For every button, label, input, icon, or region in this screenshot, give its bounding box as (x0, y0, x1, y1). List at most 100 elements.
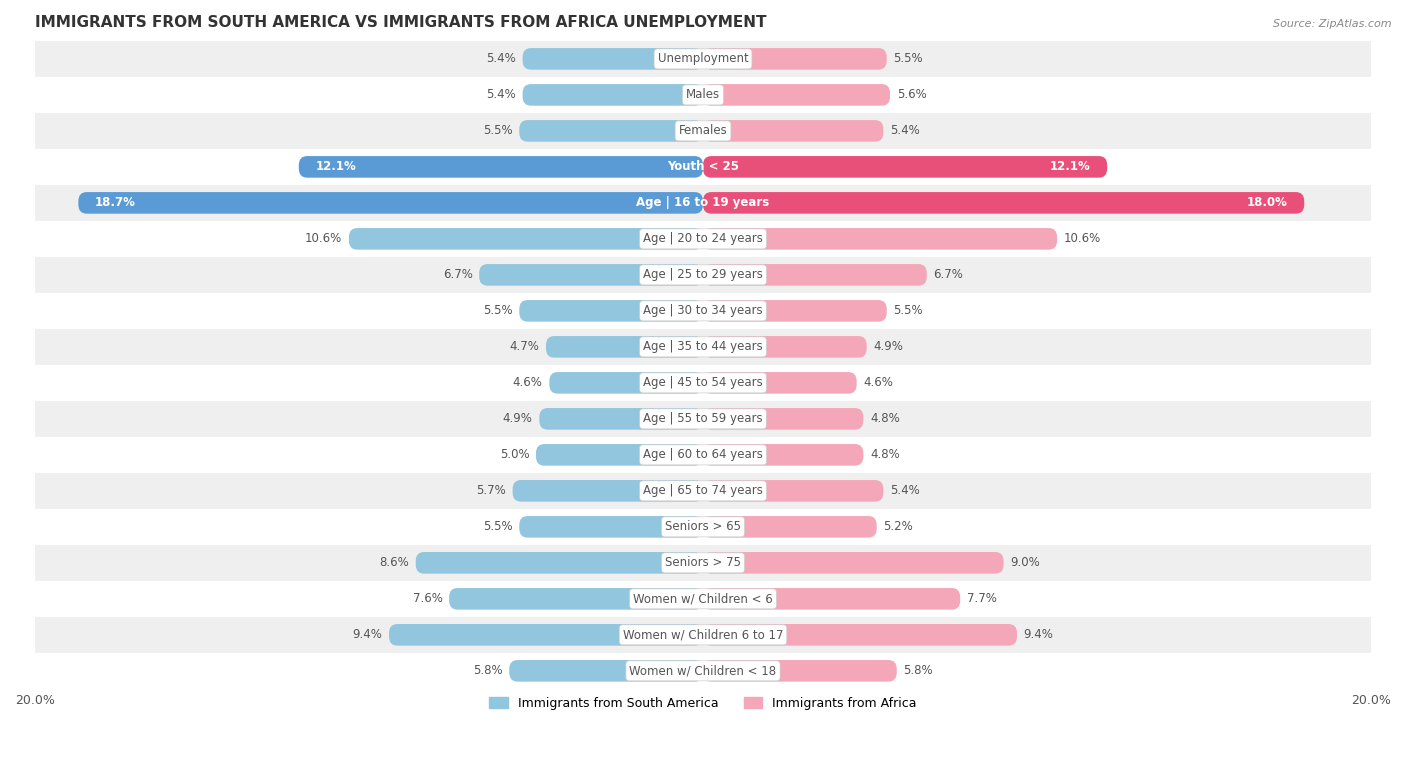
FancyBboxPatch shape (546, 336, 703, 357)
Text: 9.4%: 9.4% (1024, 628, 1053, 641)
Text: Youth < 25: Youth < 25 (666, 160, 740, 173)
FancyBboxPatch shape (703, 588, 960, 609)
Text: 7.6%: 7.6% (412, 592, 443, 606)
FancyBboxPatch shape (703, 48, 887, 70)
FancyBboxPatch shape (703, 552, 1004, 574)
Text: 4.6%: 4.6% (513, 376, 543, 389)
Bar (35, 185, 1371, 221)
Text: 5.4%: 5.4% (890, 484, 920, 497)
Text: 5.7%: 5.7% (477, 484, 506, 497)
Bar (35, 581, 1371, 617)
FancyBboxPatch shape (519, 300, 703, 322)
Bar (35, 509, 1371, 545)
FancyBboxPatch shape (449, 588, 703, 609)
Text: Source: ZipAtlas.com: Source: ZipAtlas.com (1274, 19, 1392, 29)
FancyBboxPatch shape (703, 660, 897, 681)
Bar (35, 545, 1371, 581)
Text: Women w/ Children 6 to 17: Women w/ Children 6 to 17 (623, 628, 783, 641)
FancyBboxPatch shape (416, 552, 703, 574)
Text: 6.7%: 6.7% (934, 269, 963, 282)
Text: Seniors > 65: Seniors > 65 (665, 520, 741, 534)
Text: 12.1%: 12.1% (1050, 160, 1091, 173)
Text: 5.5%: 5.5% (484, 520, 513, 534)
FancyBboxPatch shape (703, 480, 883, 502)
Legend: Immigrants from South America, Immigrants from Africa: Immigrants from South America, Immigrant… (484, 692, 922, 715)
Text: Females: Females (679, 124, 727, 137)
FancyBboxPatch shape (703, 264, 927, 285)
Text: Age | 60 to 64 years: Age | 60 to 64 years (643, 448, 763, 461)
FancyBboxPatch shape (703, 192, 1305, 213)
Text: 6.7%: 6.7% (443, 269, 472, 282)
Text: 10.6%: 10.6% (305, 232, 342, 245)
FancyBboxPatch shape (79, 192, 703, 213)
Bar (35, 41, 1371, 77)
Text: 5.8%: 5.8% (472, 665, 502, 678)
FancyBboxPatch shape (299, 156, 703, 178)
Bar (35, 653, 1371, 689)
Text: 5.6%: 5.6% (897, 89, 927, 101)
Bar (35, 257, 1371, 293)
FancyBboxPatch shape (703, 372, 856, 394)
Text: Unemployment: Unemployment (658, 52, 748, 65)
Bar (35, 221, 1371, 257)
FancyBboxPatch shape (519, 516, 703, 537)
Bar (35, 149, 1371, 185)
Bar (35, 329, 1371, 365)
Bar (35, 365, 1371, 401)
Text: Age | 45 to 54 years: Age | 45 to 54 years (643, 376, 763, 389)
Bar (35, 617, 1371, 653)
FancyBboxPatch shape (479, 264, 703, 285)
Text: IMMIGRANTS FROM SOUTH AMERICA VS IMMIGRANTS FROM AFRICA UNEMPLOYMENT: IMMIGRANTS FROM SOUTH AMERICA VS IMMIGRA… (35, 15, 766, 30)
Text: 12.1%: 12.1% (315, 160, 356, 173)
FancyBboxPatch shape (389, 624, 703, 646)
Text: 9.0%: 9.0% (1011, 556, 1040, 569)
Text: 5.4%: 5.4% (486, 89, 516, 101)
Text: 5.4%: 5.4% (890, 124, 920, 137)
Text: 4.7%: 4.7% (509, 341, 540, 354)
Text: Age | 30 to 34 years: Age | 30 to 34 years (643, 304, 763, 317)
FancyBboxPatch shape (703, 300, 887, 322)
Text: 5.5%: 5.5% (484, 304, 513, 317)
FancyBboxPatch shape (540, 408, 703, 430)
Text: 5.5%: 5.5% (893, 52, 922, 65)
Text: Seniors > 75: Seniors > 75 (665, 556, 741, 569)
FancyBboxPatch shape (349, 228, 703, 250)
FancyBboxPatch shape (523, 84, 703, 106)
Text: Age | 25 to 29 years: Age | 25 to 29 years (643, 269, 763, 282)
Text: 5.5%: 5.5% (484, 124, 513, 137)
FancyBboxPatch shape (703, 156, 1107, 178)
Text: 5.4%: 5.4% (486, 52, 516, 65)
FancyBboxPatch shape (703, 516, 877, 537)
Bar (35, 113, 1371, 149)
Text: 9.4%: 9.4% (353, 628, 382, 641)
Text: 5.2%: 5.2% (883, 520, 912, 534)
Bar (35, 437, 1371, 473)
Text: 5.0%: 5.0% (499, 448, 529, 461)
Text: Women w/ Children < 18: Women w/ Children < 18 (630, 665, 776, 678)
Text: 10.6%: 10.6% (1064, 232, 1101, 245)
Text: 4.8%: 4.8% (870, 448, 900, 461)
Text: 7.7%: 7.7% (967, 592, 997, 606)
Text: 18.0%: 18.0% (1247, 196, 1288, 210)
FancyBboxPatch shape (703, 336, 866, 357)
FancyBboxPatch shape (509, 660, 703, 681)
FancyBboxPatch shape (519, 120, 703, 142)
FancyBboxPatch shape (513, 480, 703, 502)
Bar (35, 293, 1371, 329)
Bar (35, 77, 1371, 113)
Text: 8.6%: 8.6% (380, 556, 409, 569)
Text: Age | 20 to 24 years: Age | 20 to 24 years (643, 232, 763, 245)
Text: Age | 65 to 74 years: Age | 65 to 74 years (643, 484, 763, 497)
FancyBboxPatch shape (703, 624, 1017, 646)
Text: 4.8%: 4.8% (870, 413, 900, 425)
FancyBboxPatch shape (703, 84, 890, 106)
Bar (35, 401, 1371, 437)
Text: Males: Males (686, 89, 720, 101)
Text: Age | 16 to 19 years: Age | 16 to 19 years (637, 196, 769, 210)
Text: 5.8%: 5.8% (904, 665, 934, 678)
FancyBboxPatch shape (703, 228, 1057, 250)
Text: 18.7%: 18.7% (96, 196, 136, 210)
Text: Age | 35 to 44 years: Age | 35 to 44 years (643, 341, 763, 354)
FancyBboxPatch shape (550, 372, 703, 394)
FancyBboxPatch shape (523, 48, 703, 70)
